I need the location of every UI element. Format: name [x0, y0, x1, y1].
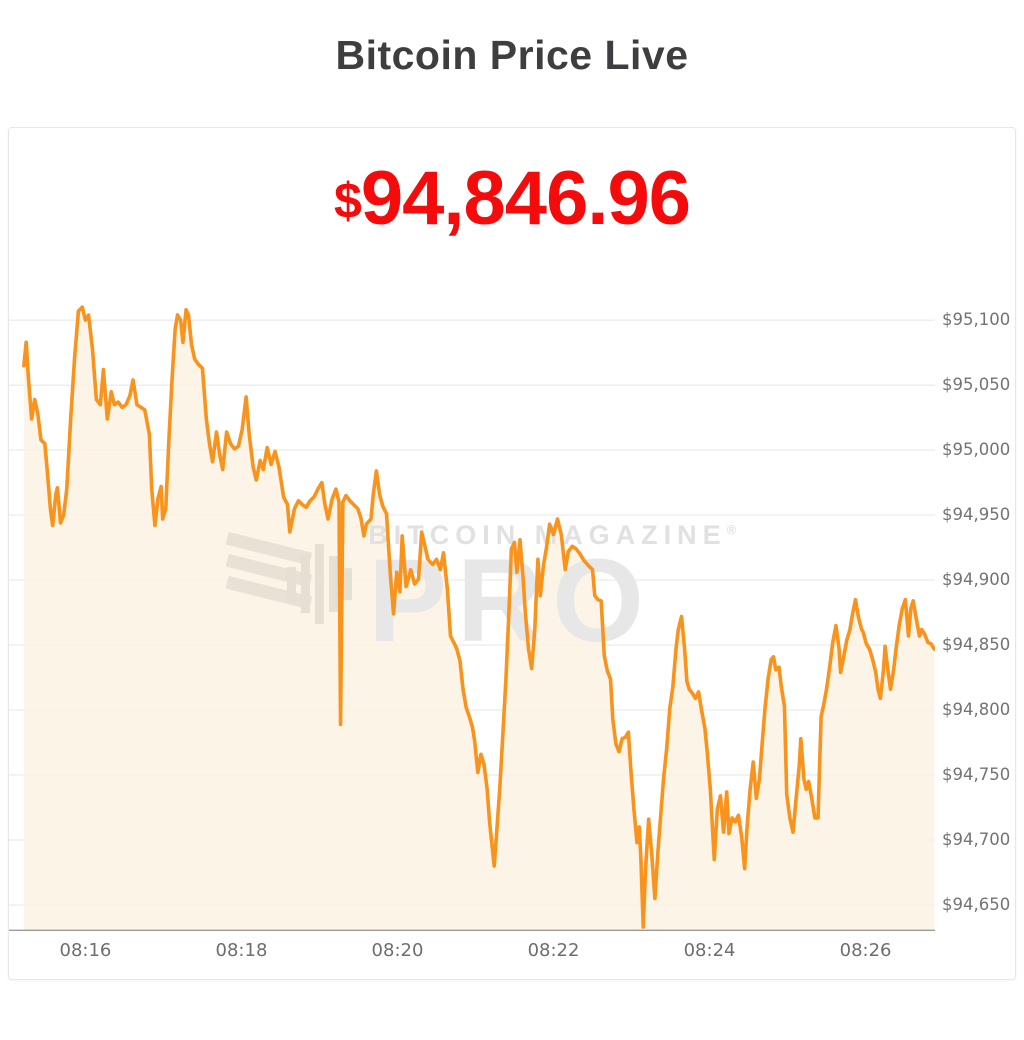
- y-tick-label: $95,050: [942, 375, 1010, 394]
- y-tick-label: $95,100: [942, 310, 1010, 329]
- y-tick-label: $94,800: [942, 700, 1010, 719]
- y-tick-label: $94,900: [942, 570, 1010, 589]
- x-tick-label: 08:16: [60, 940, 112, 961]
- x-tick-label: 08:18: [216, 940, 268, 961]
- chart-plot-area[interactable]: BITCOIN MAGAZINE® PRO: [9, 289, 935, 931]
- y-tick-label: $94,950: [942, 505, 1010, 524]
- chart-card: $94,846.96: [8, 127, 1016, 980]
- x-tick-label: 08:26: [840, 940, 892, 961]
- y-axis-labels: $95,100 $95,050 $95,000 $94,950 $94,900 $94,8…: [935, 289, 1015, 931]
- price-currency-symbol: $: [334, 173, 361, 229]
- x-axis-labels: 08:16 08:18 08:20 08:22 08:24 08:26: [9, 931, 935, 975]
- y-tick-label: $94,700: [942, 830, 1010, 849]
- y-tick-label: $94,650: [942, 895, 1010, 914]
- page-title: Bitcoin Price Live: [0, 32, 1024, 79]
- y-tick-label: $94,850: [942, 635, 1010, 654]
- y-tick-label: $95,000: [942, 440, 1010, 459]
- chart-line-layer: [9, 289, 935, 931]
- x-tick-label: 08:22: [528, 940, 580, 961]
- price-chart: BITCOIN MAGAZINE® PRO $95,100$95,050$95,…: [9, 289, 1015, 931]
- x-tick-label: 08:20: [372, 940, 424, 961]
- live-price: $94,846.96: [9, 150, 1015, 247]
- x-tick-label: 08:24: [684, 940, 736, 961]
- price-line: [24, 307, 934, 927]
- price-amount: 94,846.96: [361, 156, 690, 241]
- y-tick-label: $94,750: [942, 765, 1010, 784]
